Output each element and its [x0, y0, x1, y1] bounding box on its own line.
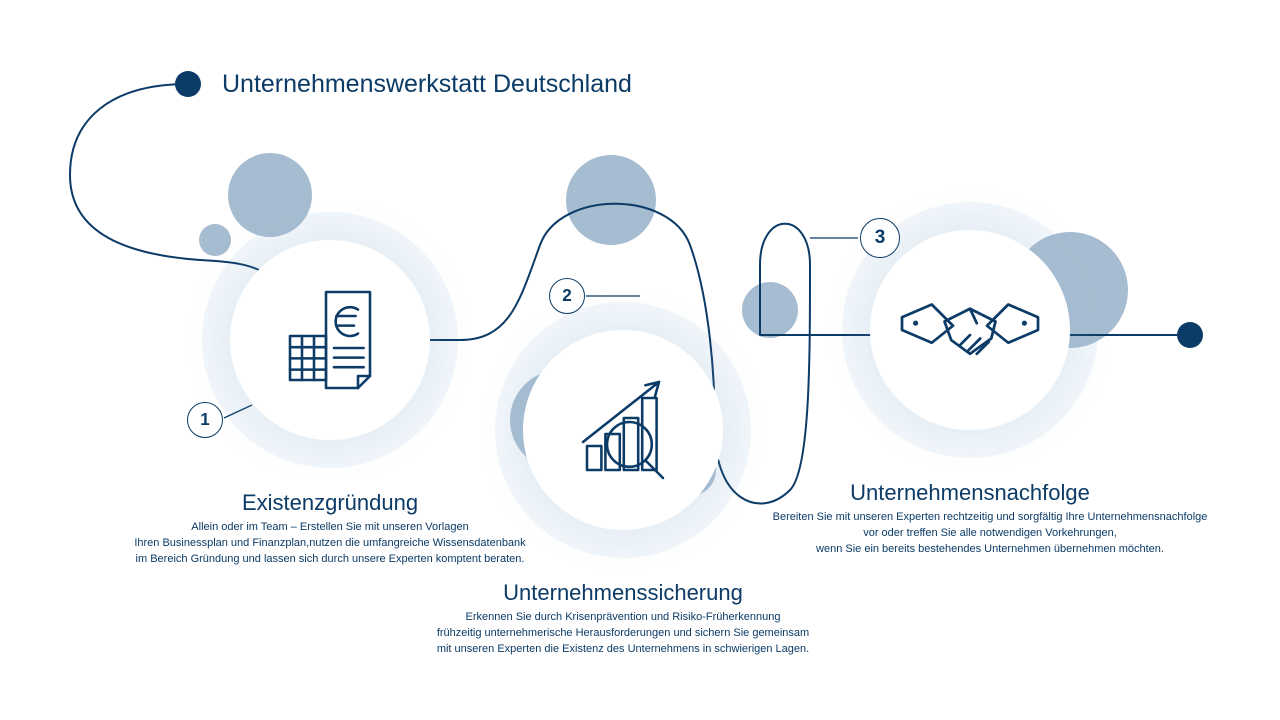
step3-description: Bereiten Sie mit unseren Experten rechtz…: [740, 510, 1240, 558]
step1-heading: Existenzgründung: [80, 490, 580, 516]
chart-magnify-icon: [543, 350, 703, 510]
number-badge-1: 1: [187, 402, 223, 438]
euro-document-icon: [250, 260, 410, 420]
step2-description: Erkennen Sie durch Krisenprävention und …: [388, 610, 858, 658]
step3-heading: Unternehmensnachfolge: [720, 480, 1220, 506]
handshake-icon: [885, 245, 1055, 415]
step1-description: Allein oder im Team – Erstellen Sie mit …: [100, 520, 560, 568]
step2-heading: Unternehmenssicherung: [373, 580, 873, 606]
number-badge-2: 2: [549, 278, 585, 314]
main-title: Unternehmenswerkstatt Deutschland: [222, 70, 632, 99]
infographic-root: 123Unternehmenswerkstatt DeutschlandExis…: [0, 0, 1280, 720]
